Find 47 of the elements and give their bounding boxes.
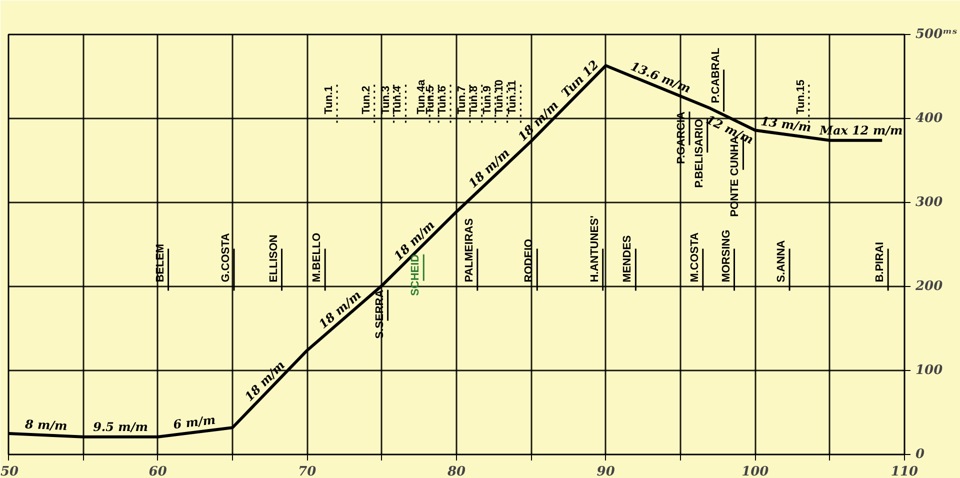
ref-line-label: H.ANTUNES'	[588, 215, 601, 282]
ref-line-label: B.PIRAI	[874, 242, 886, 282]
ref-line-label: SCHEID	[410, 254, 422, 296]
ref-line-label: Tun.4	[392, 84, 404, 114]
annotation: 6 m/m	[172, 412, 216, 432]
ref-line-label: P.GARCIA	[675, 112, 688, 164]
y-tick-label: 100	[916, 363, 943, 378]
x-tick-label: 90	[596, 464, 615, 478]
y-tick-label: 200	[914, 279, 943, 294]
ref-line-label: M.BELLO	[311, 232, 324, 282]
ref-line-label: RODEIO	[523, 238, 536, 282]
y-tick-label: 0	[916, 447, 925, 462]
ref-line-label: Tun.8	[468, 86, 480, 114]
y-tick-label: 500ᵐˢ	[916, 27, 958, 42]
annotation: 13 m/m	[760, 114, 812, 135]
ref-line-label: Tun.3	[380, 86, 392, 114]
ref-line-label: ELLISON	[268, 234, 280, 282]
y-tick-label: 400	[916, 111, 943, 126]
annotation: 13.6 m/m	[628, 59, 693, 96]
ref-line-label: MORSING	[720, 230, 732, 282]
ref-line-label: M.COSTA	[688, 232, 701, 282]
ref-line-label: Tun.1	[323, 86, 336, 114]
ref-line-label: Tun.7	[456, 86, 468, 114]
ref-line-label: S.SERRA	[374, 290, 386, 339]
ref-line-label: Tun.15	[794, 80, 807, 114]
x-tick-label: 60	[148, 464, 167, 478]
ref-line-label: MENDES	[622, 235, 634, 282]
annotation: 9.5 m/m	[93, 420, 148, 434]
ref-line-label: Tun.11	[506, 80, 519, 114]
annotation: 8 m/m	[24, 417, 68, 434]
ref-line-label: S.ANNA	[776, 240, 788, 282]
ref-line-label: BELEM	[154, 244, 166, 282]
ref-line-label: Tun.5	[424, 86, 437, 114]
x-tick-label: 100	[742, 464, 769, 478]
ref-line-label: G.COSTA	[220, 232, 232, 282]
x-tick-label: 110	[890, 464, 918, 478]
ref-line-label: PALMEIRAS	[463, 218, 476, 282]
y-tick-label: 300	[916, 195, 943, 210]
ref-line-label: P.BELISARIO	[693, 118, 706, 188]
ref-line-label: Tun.2	[360, 86, 372, 114]
x-tick-label: 80	[446, 464, 466, 478]
x-tick-label: 70	[298, 464, 316, 478]
ref-line-label: P.CABRAL	[710, 48, 722, 104]
ref-line-label: Tun.9	[481, 86, 494, 114]
x-tick-label: 50	[0, 464, 19, 478]
ref-line-label: Tun.6	[436, 86, 449, 114]
ref-line-label: Tun.10	[493, 80, 506, 114]
